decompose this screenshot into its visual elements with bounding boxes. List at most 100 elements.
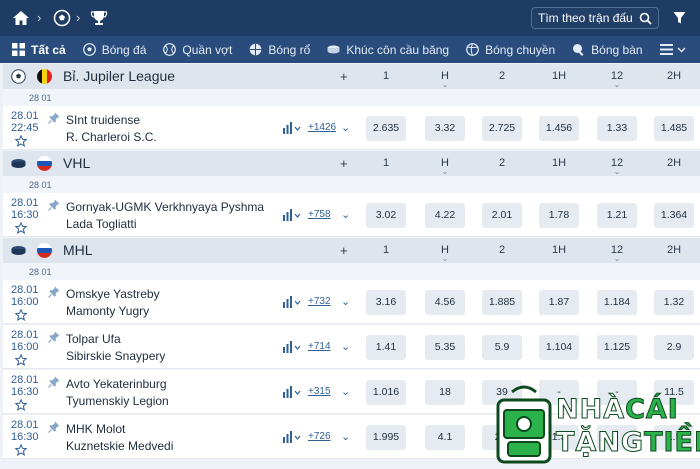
match-row[interactable]: 28.01 16:00 Omskye Yastreby Mamonty Yugry +7… (3, 280, 700, 324)
search-input[interactable] (538, 11, 634, 25)
market-header[interactable]: 12 ⌄ (597, 157, 637, 176)
market-header[interactable]: H ⌄ (425, 244, 465, 263)
odds-button[interactable]: 4.22 (425, 203, 465, 228)
odds-button[interactable]: 1.485 (654, 116, 694, 141)
tab-basketball[interactable]: Bóng rổ (249, 36, 310, 63)
search-icon[interactable] (639, 12, 652, 25)
pin-icon[interactable] (48, 199, 60, 211)
odds-button[interactable]: 1.33 (597, 116, 637, 141)
odds-button[interactable]: 1.5 (654, 425, 694, 450)
chevron-down-icon[interactable]: ⌄ (341, 122, 351, 134)
more-bets-link[interactable]: +315 (308, 386, 331, 397)
market-header[interactable]: H ⌄ (425, 157, 465, 176)
pin-icon[interactable] (48, 376, 60, 388)
filter-icon[interactable] (673, 11, 686, 25)
market-header[interactable]: H ⌄ (425, 70, 465, 89)
pin-icon[interactable] (48, 112, 60, 124)
tab-all[interactable]: Tất cả (12, 36, 66, 63)
match-row[interactable]: 28.01 16:30 Avto Yekaterinburg Tyumenskiy L… (3, 370, 700, 414)
add-market-button[interactable]: + (340, 243, 348, 258)
odds-button[interactable]: 1.016 (366, 380, 406, 405)
pin-icon[interactable] (48, 286, 60, 298)
home-team[interactable]: MHK Molot (66, 422, 126, 436)
odds-button[interactable]: 1.364 (654, 203, 694, 228)
home-icon[interactable] (12, 9, 30, 27)
add-market-button[interactable]: + (340, 69, 348, 84)
away-team[interactable]: Lada Togliatti (66, 217, 137, 231)
market-header[interactable]: 12 ⌄ (597, 244, 637, 263)
odds-button[interactable]: 1.125 (597, 335, 637, 360)
odds-button[interactable]: 5.35 (425, 335, 465, 360)
odds-button[interactable]: 18 (425, 380, 465, 405)
chevron-down-icon[interactable]: ⌄ (341, 431, 351, 443)
favorite-star-icon[interactable] (15, 135, 27, 147)
favorite-star-icon[interactable] (15, 444, 27, 456)
odds-button[interactable]: 3.02 (366, 203, 406, 228)
pin-icon[interactable] (48, 331, 60, 343)
tab-ice-hockey[interactable]: Khúc côn cầu băng (327, 36, 449, 63)
more-sports-menu[interactable] (659, 44, 686, 55)
home-team[interactable]: Tolpar Ufa (66, 332, 121, 346)
soccer-ball-icon[interactable] (53, 9, 71, 27)
match-row[interactable]: 28.01 22:45 SInt truidense R. Charleroi S.C… (3, 106, 700, 150)
more-bets-link[interactable]: +714 (308, 341, 331, 352)
statistics-icon[interactable] (283, 386, 301, 398)
odds-button[interactable]: 1.456 (539, 116, 579, 141)
tab-volleyball[interactable]: Bóng chuyền (466, 36, 555, 63)
tab-tennis[interactable]: Quần vợt (163, 36, 232, 63)
away-team[interactable]: R. Charleroi S.C. (66, 130, 157, 144)
favorite-star-icon[interactable] (15, 222, 27, 234)
odds-button[interactable]: 2.725 (482, 116, 522, 141)
chevron-down-icon[interactable]: ⌄ (341, 296, 351, 308)
market-header[interactable]: 12 ⌄ (597, 70, 637, 89)
match-row[interactable]: 28.01 16:30 MHK Molot Kuznetskie Medvedi +72… (3, 415, 700, 459)
match-row[interactable]: 28.01 16:30 Gornyak-UGMK Verkhnyaya Pyshma… (3, 193, 700, 237)
favorite-star-icon[interactable] (15, 354, 27, 366)
pin-icon[interactable] (48, 421, 60, 433)
odds-button[interactable]: 2.01 (482, 203, 522, 228)
favorite-star-icon[interactable] (15, 399, 27, 411)
odds-button[interactable]: 11.5 (654, 380, 694, 405)
trophy-icon[interactable] (90, 9, 108, 27)
chevron-down-icon[interactable]: ⌄ (341, 341, 351, 353)
chevron-down-icon[interactable]: ⌄ (341, 386, 351, 398)
odds-button[interactable]: 1.41 (366, 335, 406, 360)
odds-button[interactable]: - (597, 380, 637, 405)
odds-button[interactable]: 1.104 (539, 335, 579, 360)
odds-button[interactable]: 1.78 (539, 203, 579, 228)
match-row[interactable]: 28.01 16:00 Tolpar Ufa Sibirskie Snaypery +7… (3, 325, 700, 369)
odds-button[interactable]: 5.9 (482, 335, 522, 360)
home-team[interactable]: SInt truidense (66, 113, 141, 127)
home-team[interactable]: Omskye Yastreby (66, 287, 160, 301)
statistics-icon[interactable] (283, 122, 301, 134)
tab-soccer[interactable]: Bóng đá (82, 36, 146, 63)
home-team[interactable]: Gornyak-UGMK Verkhnyaya Pyshma (66, 200, 265, 214)
away-team[interactable]: Tyumenskiy Legion (66, 394, 169, 408)
more-bets-link[interactable]: +732 (308, 296, 331, 307)
odds-button[interactable] (597, 425, 637, 450)
home-team[interactable]: Avto Yekaterinburg (66, 377, 167, 391)
odds-button[interactable]: 2.9 (654, 335, 694, 360)
chevron-down-icon[interactable]: ⌄ (341, 209, 351, 221)
odds-button[interactable]: 1.995 (366, 425, 406, 450)
odds-button[interactable]: 1.885 (482, 290, 522, 315)
odds-button[interactable]: 4.56 (425, 290, 465, 315)
more-bets-link[interactable]: +1426 (308, 122, 337, 133)
away-team[interactable]: Mamonty Yugry (66, 304, 150, 318)
tab-table-tennis[interactable]: Bóng bàn (572, 36, 643, 63)
odds-button[interactable]: 1.184 (597, 290, 637, 315)
away-team[interactable]: Kuznetskie Medvedi (66, 439, 174, 453)
odds-button[interactable]: 3.32 (425, 116, 465, 141)
odds-button[interactable]: 2.635 (366, 116, 406, 141)
favorite-star-icon[interactable] (15, 309, 27, 321)
more-bets-link[interactable]: +758 (308, 209, 331, 220)
odds-button[interactable]: 4.1 (425, 425, 465, 450)
more-bets-link[interactable]: +726 (308, 431, 331, 442)
statistics-icon[interactable] (283, 431, 301, 443)
away-team[interactable]: Sibirskie Snaypery (66, 349, 166, 363)
odds-button[interactable]: 1.21 (597, 203, 637, 228)
add-market-button[interactable]: + (340, 156, 348, 171)
odds-button[interactable]: 1.32 (654, 290, 694, 315)
statistics-icon[interactable] (283, 341, 301, 353)
statistics-icon[interactable] (283, 209, 301, 221)
